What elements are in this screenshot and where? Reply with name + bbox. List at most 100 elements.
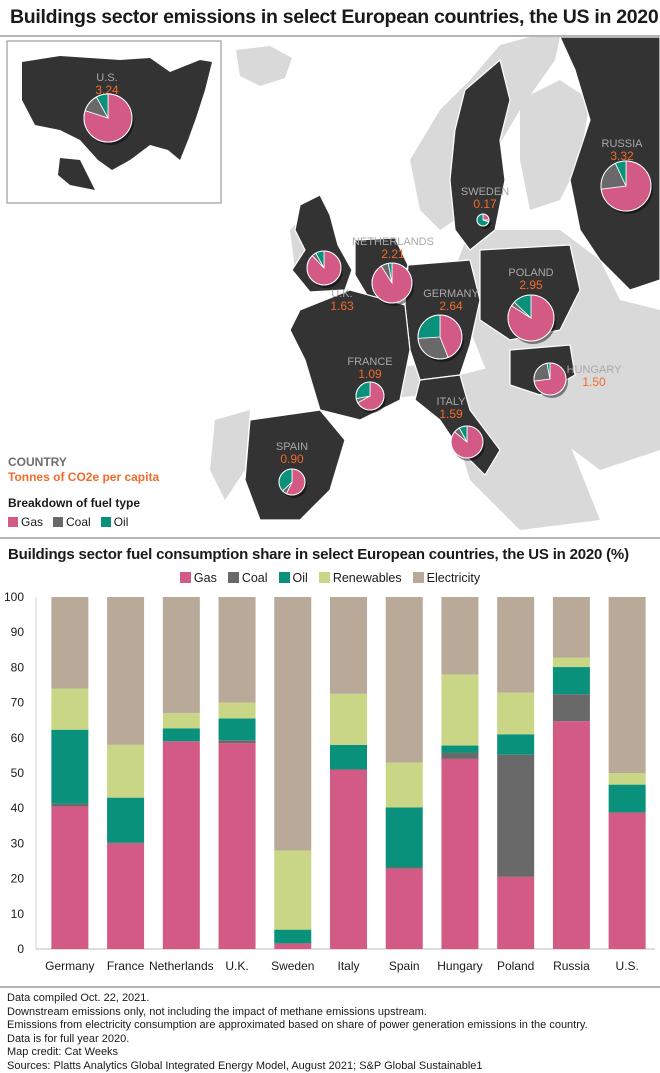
y-tick-label: 70 (11, 696, 25, 710)
bar-stack (608, 597, 646, 949)
bar-stack (441, 597, 479, 949)
y-tick-label: 30 (11, 836, 25, 850)
x-tick-label: U.K. (225, 959, 248, 973)
bar-stack (107, 597, 145, 949)
country-value: 1.50 (582, 375, 606, 389)
legend-item-label: Electricity (426, 571, 481, 585)
y-tick-label: 50 (11, 766, 25, 780)
footnotes: Data compiled Oct. 22, 2021. Downstream … (7, 992, 588, 1073)
bar-segment-renewables (51, 688, 89, 730)
note: Emissions from electricity consumption a… (7, 1019, 588, 1031)
map-sweden (449, 58, 511, 251)
note: Map credit: Cat Weeks (7, 1046, 119, 1058)
bar-stack (51, 597, 89, 949)
legend-item-coal: Coal (227, 571, 268, 585)
bar-segment-oil (218, 718, 256, 741)
country-name: POLAND (508, 267, 553, 279)
country-name: ITALY (437, 396, 467, 408)
country-name: SPAIN (276, 441, 308, 453)
pie-outline (450, 425, 484, 459)
country-value: 3.24 (95, 83, 119, 97)
oil-swatch (100, 517, 111, 527)
bar-segment-coal (385, 866, 423, 869)
pie-outline (371, 262, 413, 304)
legend-country-label: COUNTRY (8, 455, 67, 469)
bar-stack (385, 597, 423, 949)
coal-swatch (227, 572, 239, 583)
bar-segment-coal (218, 740, 256, 744)
legend-item-oil: Oil (100, 515, 129, 529)
page-title: Buildings sector emissions in select Eur… (10, 6, 659, 28)
country-value: 1.63 (330, 299, 354, 313)
bar-stack (497, 597, 535, 949)
country-name: SWEDEN (461, 186, 509, 198)
pie-outline (278, 468, 306, 496)
x-tick-label: Hungary (437, 959, 482, 973)
bar-segment-coal (497, 754, 535, 877)
note: Data is for full year 2020. (7, 1032, 130, 1045)
bar-segment-electricity (330, 597, 367, 694)
pie-outline (533, 362, 567, 396)
divider (0, 986, 660, 988)
legend-item-coal: Coal (53, 515, 91, 529)
country-marker: U.S.3.24 (83, 72, 134, 145)
legend-item-label: Coal (241, 571, 268, 585)
y-tick-label: 40 (11, 801, 25, 815)
country-name: U.K. (331, 288, 352, 300)
bar-segment-gas (330, 769, 367, 949)
bar-segment-electricity (441, 597, 479, 675)
bar-segment-oil (162, 728, 200, 742)
bar-segment-renewables (608, 773, 646, 785)
oil-swatch (278, 572, 290, 583)
renewables-swatch (318, 572, 330, 583)
x-tick-label: Poland (497, 959, 534, 973)
legend-breakdown-label: Breakdown of fuel type (8, 496, 141, 510)
country-name: U.S. (96, 72, 117, 84)
map-legend: COUNTRY Tonnes of CO2e per capita Breakd… (8, 455, 159, 529)
bar-segment-oil (51, 729, 89, 804)
bar-segment-gas (552, 721, 590, 949)
country-name: NETHERLANDS (352, 236, 434, 248)
emissions-map: U.S.3.24RUSSIA3.32SWEDEN0.17NETHERLANDS2… (0, 37, 660, 537)
country-value: 0.90 (280, 452, 304, 466)
bar-stack (552, 597, 590, 949)
bar-segment-gas (385, 868, 423, 949)
map-labels: U.S.3.24RUSSIA3.32SWEDEN0.17NETHERLANDS2… (83, 72, 653, 498)
bar-segment-gas (162, 741, 200, 949)
bar-segment-gas (441, 758, 479, 949)
divider (0, 537, 660, 539)
bar-stack (218, 597, 256, 949)
y-tick-label: 100 (4, 590, 24, 604)
bars (51, 597, 646, 949)
pie-outline (417, 314, 463, 360)
map-russia (559, 37, 660, 291)
x-tick-label: U.S. (615, 959, 638, 973)
legend-item-oil: Oil (278, 571, 308, 585)
bar-segment-renewables (552, 657, 590, 668)
bar-segment-gas (51, 806, 89, 949)
divider (0, 35, 660, 37)
bar-segment-oil (441, 745, 479, 753)
bar-segment-electricity (107, 597, 145, 745)
x-tick-label: Sweden (271, 959, 314, 973)
country-name: GERMANY (423, 288, 479, 300)
legend-item-label: Gas (21, 515, 44, 529)
stacked-bar-chart: 0 10 20 30 40 50 60 70 80 90 100 Germany France Neth… (4, 590, 655, 973)
country-name: HUNGARY (567, 364, 622, 376)
bar-segment-renewables (162, 713, 200, 729)
bar-stack (162, 597, 200, 949)
country-name: RUSSIA (602, 138, 644, 150)
bar-stack (330, 597, 367, 949)
electricity-swatch (412, 572, 424, 583)
pie-outline (306, 250, 342, 286)
gas-swatch (179, 572, 191, 583)
x-tick-label: Italy (337, 959, 359, 973)
bar-segment-gas (274, 943, 312, 949)
bar-segment-renewables (218, 702, 256, 719)
bar-segment-electricity (608, 597, 646, 773)
legend-item-label: Oil (113, 515, 129, 529)
